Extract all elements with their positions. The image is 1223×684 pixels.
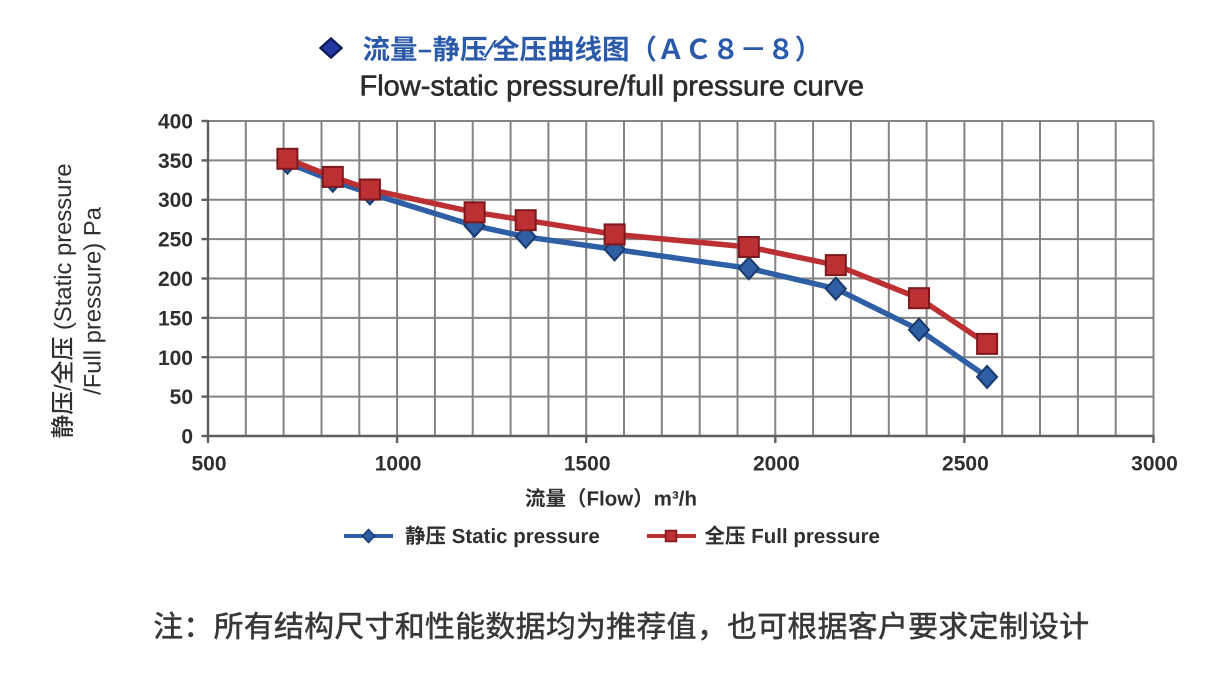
- svg-text:350: 350: [158, 150, 193, 173]
- svg-text:200: 200: [158, 268, 193, 291]
- svg-text:2500: 2500: [942, 453, 989, 476]
- svg-text:1000: 1000: [375, 453, 422, 476]
- svg-text:250: 250: [158, 229, 193, 252]
- svg-text:0: 0: [181, 426, 193, 449]
- svg-text:1500: 1500: [564, 453, 611, 476]
- svg-text:400: 400: [158, 111, 193, 134]
- svg-text:2000: 2000: [753, 453, 800, 476]
- svg-text:100: 100: [158, 347, 193, 370]
- svg-text:500: 500: [191, 453, 226, 476]
- svg-text:Flow-static pressure/full pres: Flow-static pressure/full pressure curve: [360, 71, 864, 103]
- svg-text:150: 150: [158, 307, 193, 330]
- svg-text:50: 50: [170, 386, 193, 409]
- svg-text:300: 300: [158, 189, 193, 212]
- svg-text:3000: 3000: [1131, 453, 1178, 476]
